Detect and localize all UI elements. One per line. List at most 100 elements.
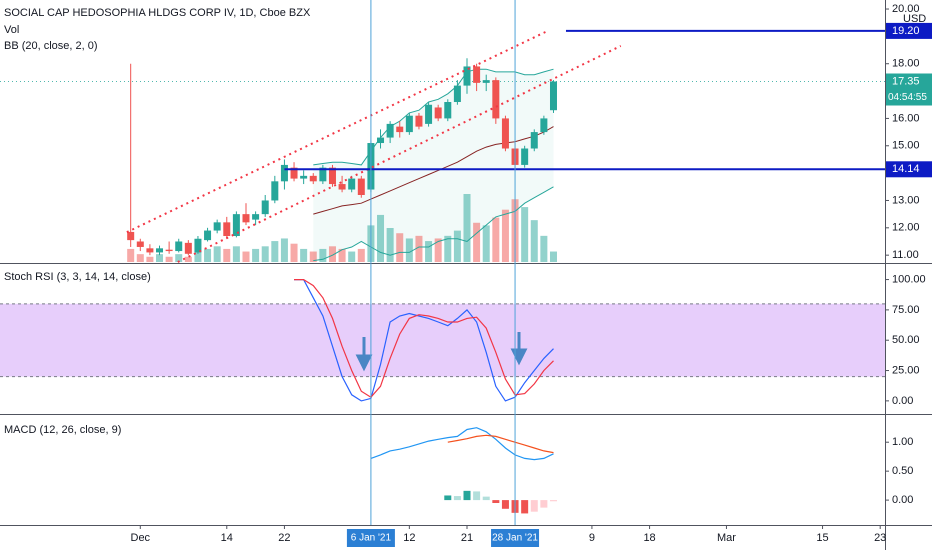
histogram-bar: [473, 491, 481, 501]
histogram-bar: [521, 500, 529, 514]
candle-body: [463, 66, 471, 86]
volume-bar: [540, 235, 548, 262]
candle-body: [127, 231, 135, 241]
price-label: 19.20: [892, 25, 920, 37]
candle-body: [540, 118, 548, 133]
volume-bar: [223, 248, 231, 262]
candle-body: [521, 148, 529, 165]
volume-bar: [521, 207, 529, 262]
volume-bar: [204, 248, 212, 262]
y-tick-label: 1.00: [892, 436, 913, 448]
legend-bb: BB (20, close, 2, 0): [4, 40, 98, 52]
volume-bar: [482, 225, 490, 262]
date-label-box: [346, 529, 395, 547]
candle-body: [261, 200, 269, 215]
volume-bar: [549, 251, 557, 262]
candle-body: [405, 115, 413, 133]
series-line: [294, 279, 554, 402]
volume-bar: [146, 256, 154, 262]
volume-bar: [290, 243, 298, 262]
y-tick-label: 0.50: [892, 465, 913, 477]
candle-body: [242, 214, 250, 223]
x-tick-label: 18: [643, 532, 655, 544]
histogram-bar: [501, 500, 509, 509]
volume-bar: [473, 222, 481, 262]
volume-bar: [444, 235, 452, 262]
volume-bar: [271, 241, 279, 262]
stoch-title: Stoch RSI (3, 3, 14, 14, close): [4, 271, 151, 283]
candle-body: [434, 107, 442, 119]
volume-bar: [252, 248, 260, 262]
candle-body: [175, 241, 183, 252]
candle-body: [549, 81, 557, 111]
candle-body: [501, 118, 509, 149]
candle-body: [136, 241, 144, 247]
volume-bar: [261, 246, 269, 262]
band: [0, 303, 885, 377]
volume-bar: [232, 246, 240, 262]
candle-body: [357, 178, 365, 195]
volume-bar: [530, 220, 538, 262]
series-line: [447, 434, 554, 454]
candle-body: [271, 181, 279, 201]
candle-body: [309, 175, 317, 182]
last-price-label: 17.35: [892, 75, 920, 87]
legend-volume: Vol: [4, 24, 19, 36]
macd-title: MACD (12, 26, close, 9): [4, 424, 121, 436]
candle-body: [146, 248, 154, 253]
y-tick-label: 20.00: [892, 3, 920, 15]
y-tick-label: 18.00: [892, 58, 920, 70]
volume-bar: [405, 238, 413, 262]
candle-body: [213, 222, 221, 231]
currency: USD: [903, 13, 926, 25]
candle-body: [453, 85, 461, 103]
volume-bar: [463, 194, 471, 262]
y-tick-label: 50.00: [892, 334, 920, 346]
candle-body: [415, 115, 423, 127]
x-tick-label: Mar: [717, 532, 736, 544]
candle-body: [377, 137, 385, 144]
histogram-bar: [549, 500, 557, 502]
volume-bar: [501, 209, 509, 262]
bb-basis: [313, 126, 554, 215]
volume-bar: [194, 251, 202, 262]
arrow: [510, 332, 528, 366]
candle-body: [204, 230, 212, 241]
volume-bar: [453, 230, 461, 262]
volume-bar: [127, 248, 135, 262]
candle-body: [425, 104, 433, 124]
y-tick-label: 25.00: [892, 364, 920, 376]
histogram-bar: [530, 500, 538, 512]
volume-bar: [165, 256, 173, 262]
volume-bar: [156, 254, 164, 262]
volume-bar: [415, 235, 423, 262]
volume-bar: [242, 251, 250, 262]
volume-bar: [492, 217, 500, 262]
candle-body: [492, 80, 500, 119]
candle-body: [194, 238, 202, 253]
histogram-bar: [463, 490, 471, 501]
y-tick-label: 11.00: [892, 249, 919, 261]
last-price-box: [886, 73, 932, 106]
x-tick-label: 21: [461, 532, 473, 544]
candle-body: [156, 248, 164, 253]
volume-bar: [213, 246, 221, 262]
candle-body: [280, 164, 288, 182]
candle-body: [290, 167, 298, 179]
candle-body: [473, 66, 481, 83]
candle-body: [184, 242, 192, 254]
candle-body: [232, 214, 240, 237]
y-tick-label: 100.00: [892, 273, 926, 285]
candle-body: [396, 126, 404, 133]
countdown: 04:54:55: [888, 92, 927, 103]
candle-body: [319, 167, 327, 182]
series-line: [294, 279, 554, 398]
volume-bar: [434, 238, 442, 262]
volume-bar: [425, 241, 433, 262]
volume-bar: [377, 214, 385, 262]
price-label-box: [886, 161, 932, 178]
candle-body: [386, 123, 394, 138]
bb-lower: [313, 186, 554, 262]
candle-body: [165, 249, 173, 252]
